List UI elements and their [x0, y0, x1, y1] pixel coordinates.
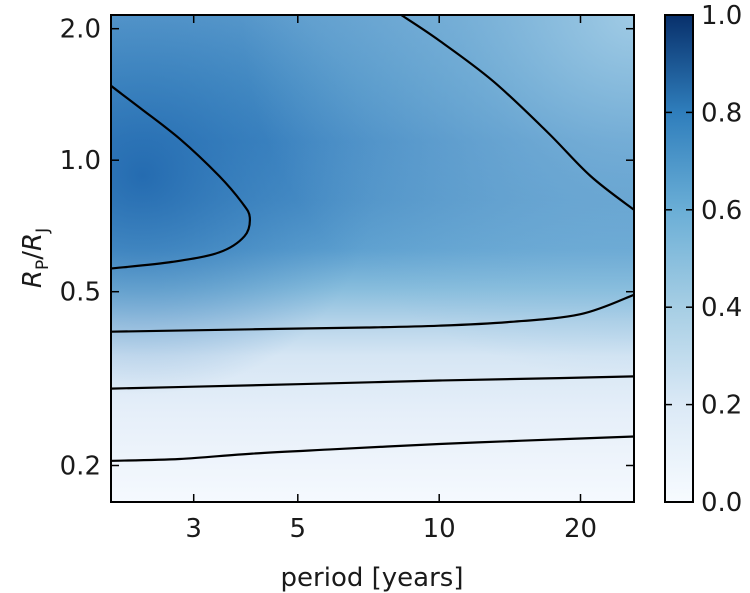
x-axis: 3 5 10 20	[185, 15, 597, 544]
colorbar-tick-label: 0.6	[701, 196, 742, 226]
colorbar-gradient	[665, 15, 693, 502]
colorbar-tick-label: 0.8	[701, 98, 742, 128]
y-tick-label: 0.5	[60, 278, 101, 308]
colorbar-frame	[664, 14, 694, 503]
contour-line-0.4	[111, 375, 634, 390]
y-axis-label: RP/RJ	[18, 228, 53, 288]
contour-line-0.2	[111, 435, 634, 462]
contour-line-0.6	[400, 15, 634, 211]
contour-line-0.8	[111, 84, 251, 270]
x-tick-label: 10	[423, 514, 456, 544]
contour-line-0.6	[111, 293, 634, 333]
x-axis-label: period [years]	[281, 563, 464, 593]
y-tick-label: 1.0	[60, 146, 101, 176]
contour-lines	[111, 15, 634, 462]
heatmap-field	[111, 15, 634, 502]
colorbar-tick-label: 0.0	[701, 488, 742, 518]
y-tick-label: 2.0	[60, 15, 101, 45]
colorbar-tick-label: 0.2	[701, 391, 742, 421]
x-tick-label: 20	[564, 514, 597, 544]
y-tick-label: 0.2	[60, 452, 101, 482]
plot-frame	[110, 14, 635, 503]
x-tick-label: 5	[290, 514, 307, 544]
colorbar-tick-label: 0.4	[701, 293, 742, 323]
colorbar-tick-label: 1.0	[701, 1, 742, 31]
y-axis: 0.2 0.5 1.0 2.0	[60, 15, 634, 482]
colorbar-axis: 0.0 0.2 0.4 0.6 0.8 1.0	[665, 1, 742, 518]
x-tick-label: 3	[185, 514, 202, 544]
